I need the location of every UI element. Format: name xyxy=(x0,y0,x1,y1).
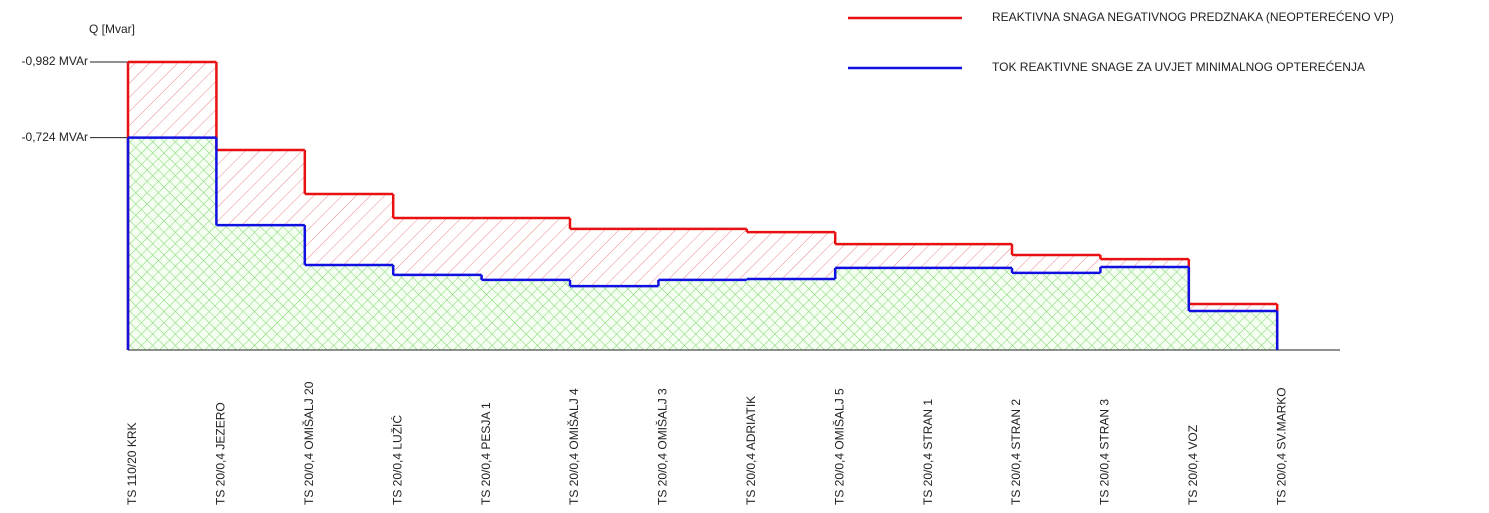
green-area xyxy=(216,225,305,350)
x-tick-label: TS 20/0,4 OMIŠALJ 5 xyxy=(831,388,846,505)
x-tick-label: TS 20/0,4 LUŽIĆ xyxy=(389,415,404,505)
green-area xyxy=(481,279,570,350)
green-area xyxy=(746,279,836,350)
x-tick-label: TS 20/0,4 ADRIATIK xyxy=(744,396,758,505)
green-area xyxy=(393,274,482,350)
x-tick-label: TS 110/20 KRK xyxy=(125,423,139,506)
red-area xyxy=(1188,303,1278,311)
red-area xyxy=(835,244,924,268)
x-tick-label: TS 20/0,4 PESJA 1 xyxy=(479,402,493,505)
red-area xyxy=(570,228,659,287)
green-area xyxy=(570,286,659,350)
y-axis-label: Q [Mvar] xyxy=(89,22,135,36)
red-area xyxy=(216,149,305,226)
x-tick-label: TS 20/0,4 SV.MARKO xyxy=(1274,387,1288,505)
red-area xyxy=(304,193,394,265)
x-tick-label: TS 20/0,4 OMIŠALJ 3 xyxy=(655,388,670,505)
red-area xyxy=(1100,259,1189,268)
green-area xyxy=(835,267,924,350)
green-area xyxy=(1012,272,1101,350)
green-area xyxy=(1100,267,1189,350)
x-tick-label: TS 20/0,4 STRAN 1 xyxy=(921,399,935,505)
y-tick-label: -0,982 MVAr xyxy=(22,54,88,68)
green-area xyxy=(1188,310,1278,350)
green-area xyxy=(658,279,747,350)
x-tick-label: TS 20/0,4 OMIŠALJ 4 xyxy=(566,388,581,505)
y-tick-label: -0,724 MVAr xyxy=(22,130,88,144)
x-tick-label: TS 20/0,4 STRAN 3 xyxy=(1098,399,1112,505)
red-area xyxy=(128,62,217,138)
red-area xyxy=(393,218,482,275)
green-area xyxy=(304,264,394,350)
green-area xyxy=(128,137,217,350)
x-tick-label: TS 20/0,4 JEZERO xyxy=(214,402,228,505)
red-area xyxy=(923,244,1012,268)
x-tick-label: TS 20/0,4 VOZ xyxy=(1186,425,1200,505)
red-area xyxy=(658,228,747,280)
x-tick-label: TS 20/0,4 STRAN 2 xyxy=(1009,399,1023,505)
red-area xyxy=(746,232,836,280)
red-area xyxy=(481,218,570,280)
legend-label: TOK REAKTIVNE SNAGE ZA UVJET MINIMALNOG … xyxy=(992,59,1365,74)
red-area xyxy=(1012,254,1101,273)
green-area xyxy=(923,267,1012,350)
x-tick-label: TS 20/0,4 OMIŠALJ 20 xyxy=(301,381,316,505)
legend-label: REAKTIVNA SNAGA NEGATIVNOG PREDZNAKA (NE… xyxy=(992,9,1394,24)
